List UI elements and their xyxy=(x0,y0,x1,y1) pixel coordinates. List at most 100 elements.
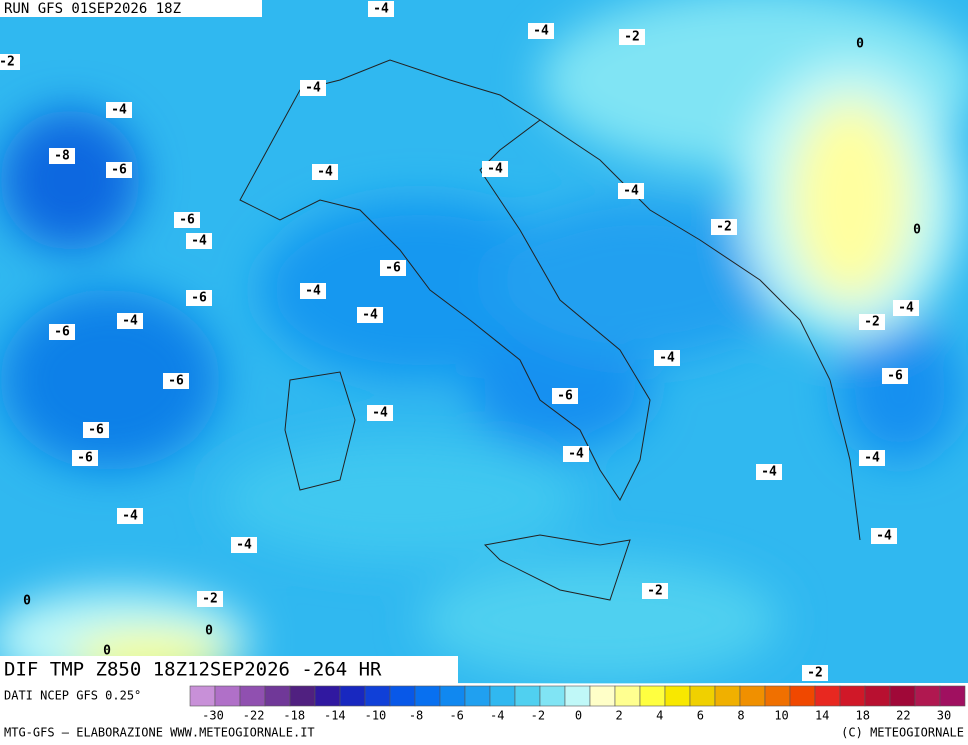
colorbar-swatch xyxy=(889,685,916,707)
contour-label: -4 xyxy=(122,314,138,329)
contour-label-box xyxy=(642,583,668,599)
colorbar-label: -2 xyxy=(531,709,545,723)
colorbar-label: 18 xyxy=(856,709,870,723)
contour-label: -6 xyxy=(168,374,184,389)
colorbar-swatch xyxy=(914,685,941,707)
colorbar-label: -10 xyxy=(365,709,387,723)
colorbar-swatch xyxy=(489,685,516,707)
colorbar-swatch xyxy=(764,685,791,707)
contour-label-box xyxy=(300,80,326,96)
colorbar-label: -30 xyxy=(202,709,224,723)
contour-label-box xyxy=(367,405,393,421)
contour-label: -2 xyxy=(864,315,880,330)
contour-label: 0 xyxy=(103,644,111,659)
contour-label: -2 xyxy=(624,30,640,45)
contour-label-box xyxy=(0,54,20,70)
contour-label: -4 xyxy=(373,2,389,17)
contour-label-box xyxy=(197,591,223,607)
contour-label-box xyxy=(528,23,554,39)
contour-label-box xyxy=(174,212,200,228)
colorbar-swatch xyxy=(339,685,366,707)
contour-label: -4 xyxy=(864,451,880,466)
colorbar-label: -4 xyxy=(490,709,504,723)
contour-label: -4 xyxy=(533,24,549,39)
map-field xyxy=(0,0,968,690)
contour-label-box xyxy=(312,164,338,180)
contour-label: -4 xyxy=(372,406,388,421)
contour-label: -6 xyxy=(887,369,903,384)
credit-label: MTG-GFS — ELABORAZIONE WWW.METEOGIORNALE… xyxy=(4,726,315,740)
contour-label: -8 xyxy=(54,149,70,164)
colorbar-swatch xyxy=(614,685,641,707)
contour-label-box xyxy=(563,446,589,462)
contour-label: -4 xyxy=(659,351,675,366)
colorbar-label: 2 xyxy=(615,709,622,723)
contour-label: -4 xyxy=(236,538,252,553)
colorbar-label: -14 xyxy=(324,709,346,723)
contour-label: -2 xyxy=(807,666,823,681)
colorbar-label: -8 xyxy=(409,709,423,723)
contour-label-box xyxy=(618,183,644,199)
contour-label: -4 xyxy=(761,465,777,480)
contour-label-box xyxy=(106,162,132,178)
contour-label: -4 xyxy=(898,301,914,316)
colorbar-swatch xyxy=(289,685,316,707)
run-label: RUN GFS 01SEP2026 18Z xyxy=(4,1,181,17)
contour-label-box xyxy=(72,450,98,466)
contour-label: -6 xyxy=(191,291,207,306)
colorbar-swatch xyxy=(839,685,866,707)
contour-label: -6 xyxy=(385,261,401,276)
contour-label-box xyxy=(231,537,257,553)
colorbar-swatch xyxy=(939,685,966,707)
contour-label: -2 xyxy=(202,592,218,607)
colorbar-label: -6 xyxy=(449,709,463,723)
contour-label: -2 xyxy=(647,584,663,599)
contour-label: -4 xyxy=(487,162,503,177)
contour-label-box xyxy=(106,102,132,118)
contour-label-box xyxy=(871,528,897,544)
contour-label: -4 xyxy=(362,308,378,323)
colorbar-label: 22 xyxy=(896,709,910,723)
contour-label: -4 xyxy=(568,447,584,462)
contour-label-box xyxy=(117,508,143,524)
contour-label: -2 xyxy=(0,55,15,70)
contour-label-box xyxy=(163,373,189,389)
contour-label: -4 xyxy=(876,529,892,544)
contour-label-box xyxy=(49,148,75,164)
contour-label-box xyxy=(83,422,109,438)
contour-label-box xyxy=(186,233,212,249)
contour-label: -6 xyxy=(77,451,93,466)
colorbar-swatch xyxy=(814,685,841,707)
colorbar-swatch xyxy=(664,685,691,707)
contour-label-box xyxy=(756,464,782,480)
contour-label: -6 xyxy=(179,213,195,228)
colorbar-swatch xyxy=(714,685,741,707)
colorbar-swatch xyxy=(389,685,416,707)
contour-label-box xyxy=(552,388,578,404)
contour-label-box xyxy=(368,1,394,17)
contour-label: -6 xyxy=(111,163,127,178)
contour-label-box xyxy=(711,219,737,235)
colorbar-label: -18 xyxy=(283,709,305,723)
header-box xyxy=(0,0,262,17)
contour-label: -2 xyxy=(716,220,732,235)
contour-label: -4 xyxy=(191,234,207,249)
contour-label-box xyxy=(859,314,885,330)
contour-label: -4 xyxy=(305,284,321,299)
colorbar-swatch xyxy=(439,685,466,707)
contour-label-box xyxy=(859,450,885,466)
colorbar-swatch xyxy=(214,685,241,707)
colorbar-label: 0 xyxy=(575,709,582,723)
contour-label-box xyxy=(619,29,645,45)
contour-label: -4 xyxy=(111,103,127,118)
source-label: DATI NCEP GFS 0.25° xyxy=(4,689,141,703)
colorbar-swatch xyxy=(189,685,216,707)
contour-label-box xyxy=(357,307,383,323)
contour-label: 0 xyxy=(856,37,864,52)
colorbar-swatch xyxy=(364,685,391,707)
contour-label: -4 xyxy=(305,81,321,96)
contour-label-box xyxy=(893,300,919,316)
colorbar-swatch xyxy=(514,685,541,707)
contour-label: 0 xyxy=(23,594,31,609)
